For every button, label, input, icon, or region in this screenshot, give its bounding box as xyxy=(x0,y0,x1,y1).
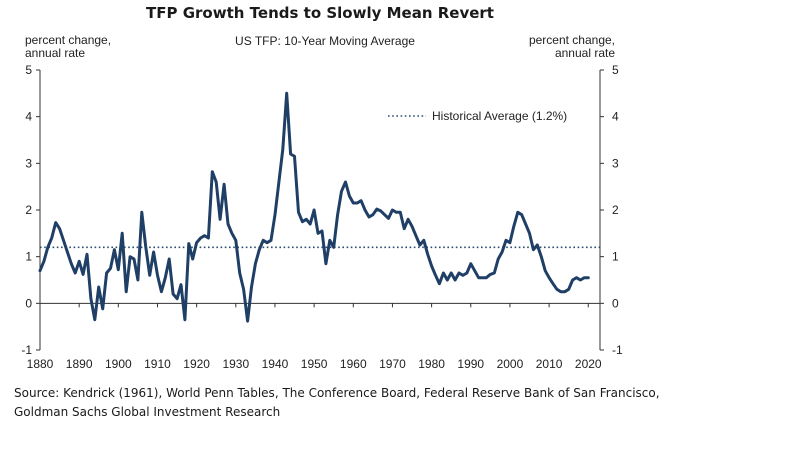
right-axis-unit-label: percent change, annual rate xyxy=(500,34,615,60)
right-y-tick-label: 1 xyxy=(612,250,619,264)
legend: Historical Average (1.2%) xyxy=(388,109,567,123)
x-tick-label: 1960 xyxy=(340,357,367,371)
right-axis-unit-line2: annual rate xyxy=(554,46,615,60)
x-tick-label: 1920 xyxy=(183,357,210,371)
right-y-tick-label: 0 xyxy=(612,296,619,310)
left-axis-unit-line2: annual rate xyxy=(25,46,86,60)
x-tick-label: 1910 xyxy=(144,357,171,371)
left-y-tick-label: 1 xyxy=(25,250,32,264)
left-y-axis: -1 0 1 2 3 4 5 xyxy=(21,63,40,357)
chart-title: TFP Growth Tends to Slowly Mean Revert xyxy=(146,4,494,22)
left-axis-unit-line1: percent change, xyxy=(25,33,112,47)
x-tick-label: 1990 xyxy=(457,357,484,371)
left-y-tick-label: 4 xyxy=(25,110,32,124)
x-tick-label: 2000 xyxy=(497,357,524,371)
right-y-tick-label: 2 xyxy=(612,203,619,217)
x-axis: 1880 1890 1900 1910 1920 1930 1940 1950 1960 1970… xyxy=(27,303,602,371)
x-tick-label: 2010 xyxy=(536,357,563,371)
right-y-axis: -1 0 1 2 3 4 5 xyxy=(600,63,623,357)
right-axis-unit-line1: percent change, xyxy=(528,33,615,47)
left-axis-unit-label: percent change, annual rate xyxy=(25,34,111,60)
legend-label: Historical Average (1.2%) xyxy=(432,109,567,123)
x-tick-label: 1880 xyxy=(27,357,54,371)
left-y-tick-label: 2 xyxy=(25,203,32,217)
x-tick-label: 1980 xyxy=(418,357,445,371)
right-y-tick-label: 3 xyxy=(612,156,619,170)
tfp-line-chart: -1 0 1 2 3 4 5 -1 0 1 2 3 4 5 1880 1890 1900 1910 1920 19… xyxy=(21,63,623,371)
chart-subtitle: US TFP: 10-Year Moving Average xyxy=(235,34,415,48)
x-tick-label: 1890 xyxy=(66,357,93,371)
right-y-tick-label: 4 xyxy=(612,110,619,124)
source-note: Source: Kendrick (1961), World Penn Tabl… xyxy=(14,384,660,422)
x-tick-label: 2020 xyxy=(575,357,602,371)
x-tick-label: 1930 xyxy=(222,357,249,371)
source-line-1: Source: Kendrick (1961), World Penn Tabl… xyxy=(14,386,660,400)
left-y-tick-label: -1 xyxy=(21,343,32,357)
left-y-tick-label: 3 xyxy=(25,156,32,170)
series-line-tfp-10yr-average xyxy=(38,91,590,323)
left-y-tick-label: 0 xyxy=(25,296,32,310)
x-tick-label: 1900 xyxy=(105,357,132,371)
left-y-tick-label: 5 xyxy=(25,63,32,77)
x-tick-label: 1940 xyxy=(262,357,289,371)
x-tick-label: 1950 xyxy=(301,357,328,371)
right-y-tick-label: 5 xyxy=(612,63,619,77)
source-line-2: Goldman Sachs Global Investment Research xyxy=(14,405,281,419)
x-tick-label: 1970 xyxy=(379,357,406,371)
right-y-tick-label: -1 xyxy=(612,343,623,357)
